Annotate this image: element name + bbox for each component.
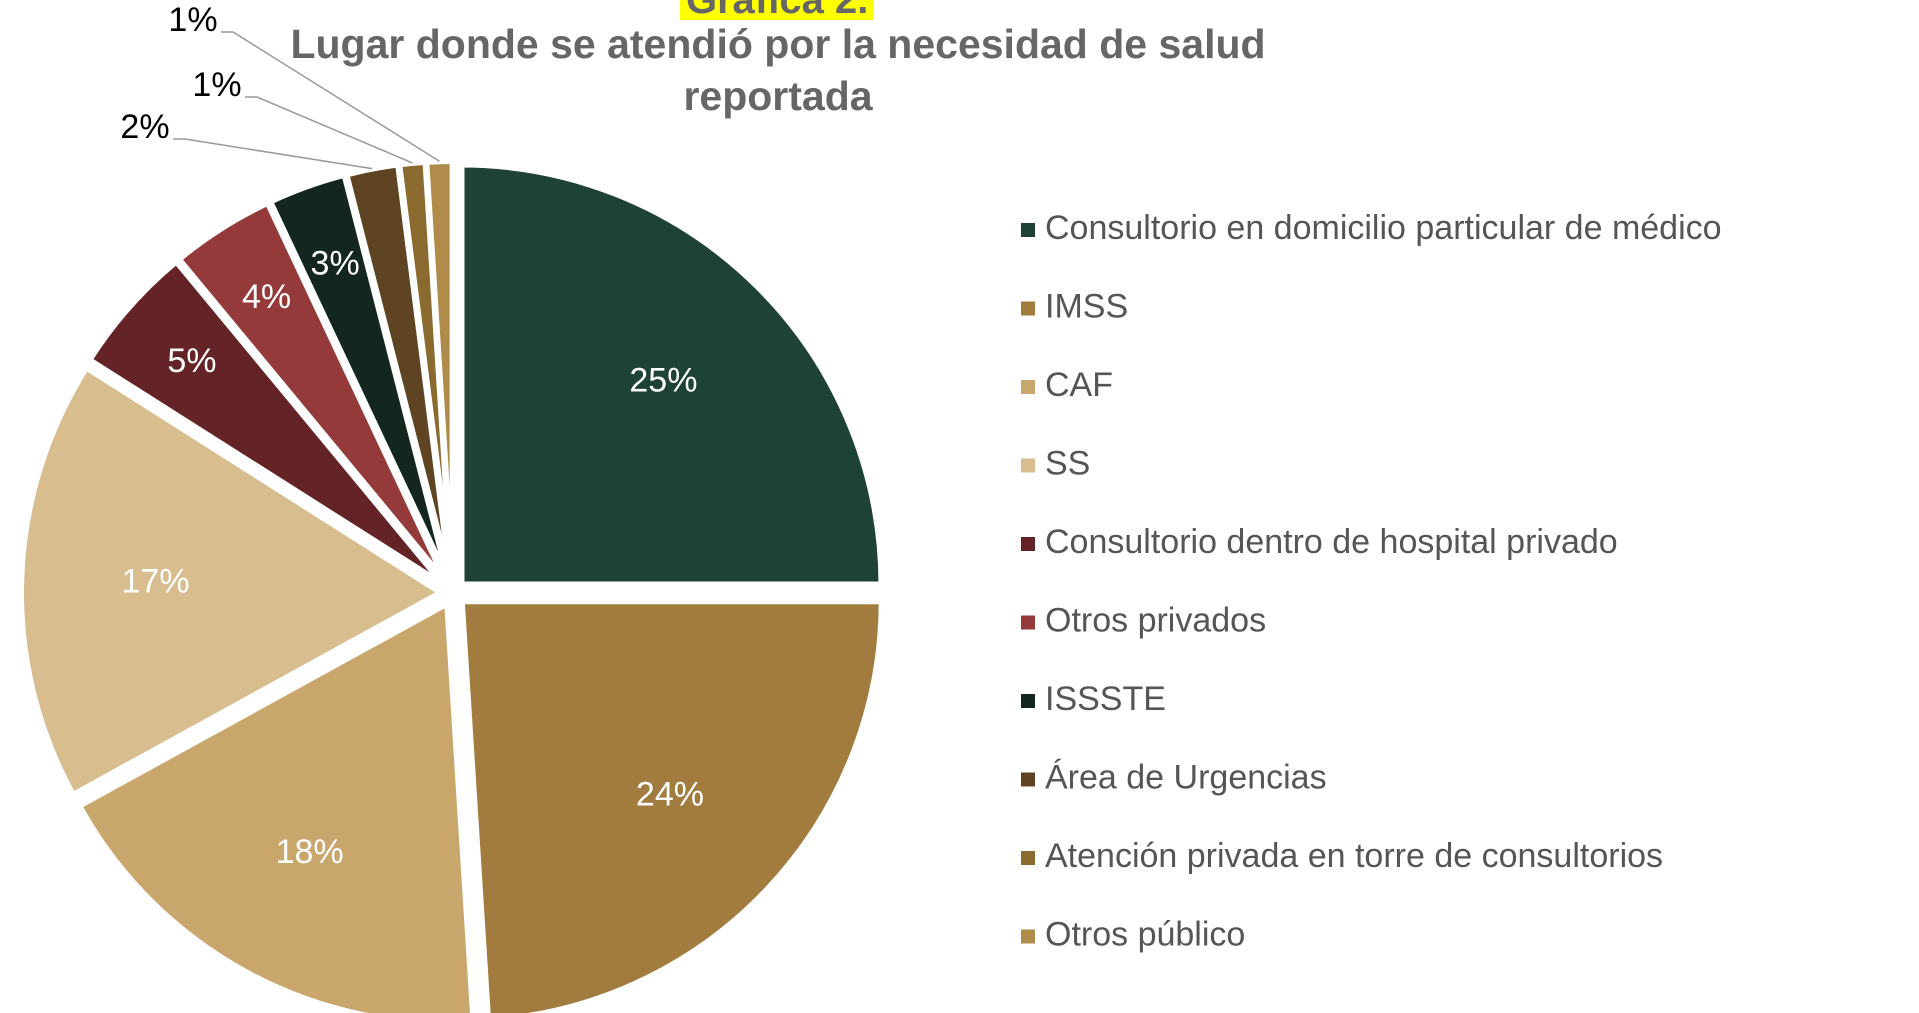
leader-line (245, 96, 413, 164)
data-label: 5% (167, 342, 216, 380)
data-label: 18% (276, 833, 344, 871)
legend-label: IMSS (1045, 287, 1128, 325)
legend-label: Consultorio dentro de hospital privado (1045, 523, 1618, 561)
data-label: 3% (311, 245, 360, 283)
legend-swatch (1021, 458, 1035, 473)
legend-swatch (1021, 694, 1035, 708)
legend-swatch (1021, 929, 1035, 944)
legend-swatch (1021, 615, 1035, 630)
legend-label: Área de Urgencias (1045, 758, 1327, 796)
legend-swatch (1021, 851, 1035, 865)
pie-slice (458, 161, 885, 588)
pie-slice (458, 598, 885, 1013)
data-label: 17% (122, 563, 190, 601)
legend-swatch (1021, 380, 1035, 394)
pie-slice (75, 598, 476, 1013)
data-label: 24% (636, 776, 704, 814)
chart-caption: Gráfica 2. (680, 0, 875, 20)
legend-swatch (1021, 301, 1035, 316)
legend-label: SS (1045, 444, 1090, 482)
legend-label: CAF (1045, 366, 1113, 404)
legend-swatch (1021, 223, 1035, 237)
data-label: 1% (168, 1, 217, 39)
data-label: 4% (242, 278, 291, 316)
legend-label: Otros público (1045, 915, 1245, 953)
legend-label: Consultorio en domicilio particular de m… (1045, 209, 1722, 247)
legend-swatch (1021, 772, 1035, 787)
chart-title: Lugar donde se atendió por la necesidad … (290, 21, 1266, 119)
pie-slice (18, 363, 447, 800)
legend-label: Otros privados (1045, 601, 1266, 639)
data-label: 1% (192, 66, 241, 104)
leader-line (221, 31, 440, 162)
pie-slice (85, 257, 447, 588)
pie-slice (423, 158, 456, 582)
legend-label: Atención privada en torre de consultorio… (1045, 837, 1663, 875)
data-label: 2% (120, 108, 169, 146)
legend-label: ISSSTE (1045, 680, 1166, 718)
leader-line (173, 138, 373, 170)
legend-swatch (1021, 537, 1035, 551)
data-label: 25% (629, 362, 697, 400)
